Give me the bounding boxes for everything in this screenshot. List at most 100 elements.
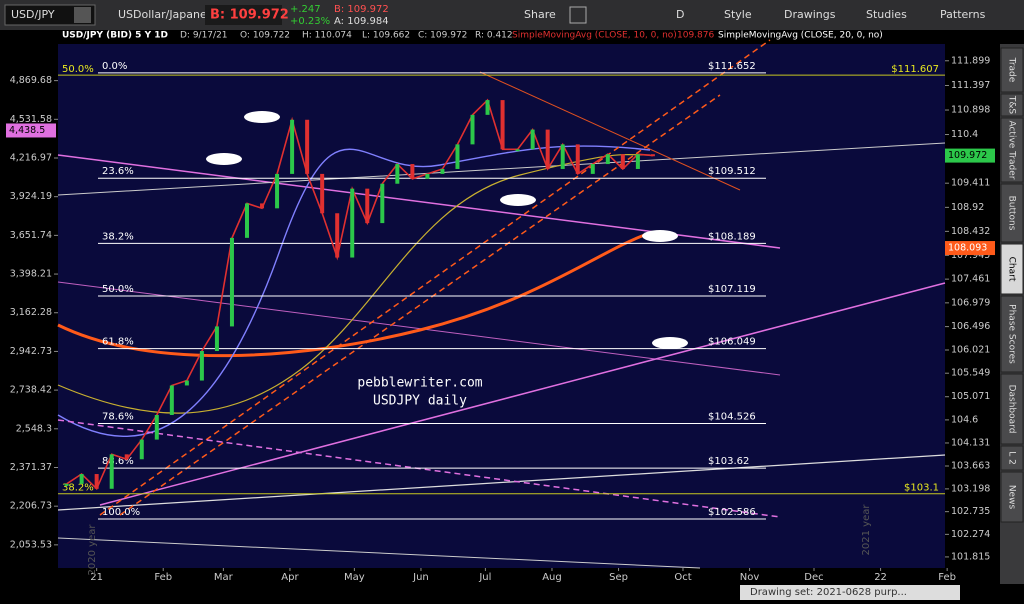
open: O: 109.722 [240,31,290,41]
sidebar-tab-label[interactable]: Dashboard [1007,385,1017,434]
drawings-button[interactable]: Drawings [784,8,836,21]
candle [169,385,174,415]
sidebar-tab[interactable] [1000,295,1024,373]
year-label: 2021 year [861,504,872,556]
fib-pct: 100.0% [102,507,140,518]
y-tick-label: 102.735 [951,506,990,517]
share-button[interactable]: Share [524,8,556,21]
y2-tick-label: 2,942.73 [10,346,52,357]
aggregation[interactable]: D [676,8,684,21]
y2-tick-label: 3,398.21 [10,269,52,280]
marker-ellipse [500,194,536,206]
y-tick-label: 110.4 [951,129,978,140]
dropdown[interactable] [74,7,91,23]
x-tick-label: Jul [478,572,491,583]
candle [64,483,69,486]
y2-marker: 4,438.5 [9,125,45,136]
candle [560,144,565,169]
candle [139,439,144,460]
fib-price: $109.512 [708,166,756,177]
date: D: 9/17/21 [180,31,228,41]
candle [410,164,415,179]
x-tick-label: May [344,572,365,583]
fib-pct: 88.6% [102,456,134,467]
high: H: 110.074 [302,31,352,41]
y2-tick-label: 2,738.42 [10,385,52,396]
current-price-box [945,148,995,163]
sma10-label: SimpleMovingAvg (CLOSE, 10, 0, no) [512,31,677,41]
x-tick-label: Oct [674,572,691,583]
candle [545,129,550,169]
candle [500,100,505,150]
x-tick-label: Aug [542,572,562,583]
style-button[interactable]: Style [724,8,752,21]
fib-price: $104.526 [708,412,756,423]
sidebar-tab[interactable] [1000,47,1024,93]
candle [635,154,640,169]
candle [109,454,114,489]
x-tick-label: Dec [804,572,823,583]
y2-tick-label: 2,053.53 [10,539,52,550]
sidebar-tab[interactable] [1000,93,1024,117]
sidebar-tab-label[interactable]: Trade [1007,57,1017,83]
sidebar-tab[interactable] [1000,445,1024,471]
change-pct: +0.23% [290,16,330,27]
y-tick-label: 106.496 [951,321,990,332]
sidebar-tab[interactable] [1000,373,1024,445]
sidebar-tab-label[interactable]: L 2 [1007,451,1017,465]
y2-marker-box [6,123,56,138]
candle [275,173,280,209]
studies-button[interactable]: Studies [866,8,907,21]
candle [425,173,430,179]
sidebar-tab-label[interactable]: Active Trader [1007,120,1017,179]
fib-price: $107.119 [708,284,756,295]
sidebar-tab[interactable] [1000,471,1024,523]
trend-line [479,71,741,191]
candle [229,237,234,327]
symbol[interactable]: USD/JPY [11,8,55,21]
y2-tick-label: 2,371.37 [10,462,52,473]
watermark: pebblewriter.com [357,376,482,391]
y2-tick-label: 2,548.3 [16,423,52,434]
bid-box-text: B: 109.972 [210,8,289,23]
trend-line [57,281,781,376]
candle [124,454,129,460]
icon[interactable] [569,6,587,24]
patterns-button[interactable]: Patterns [940,8,986,21]
sidebar-tab-label[interactable]: Chart [1007,257,1017,282]
symbol-box[interactable] [4,4,96,26]
sidebar-tab[interactable] [1000,183,1024,243]
sidebar-tab[interactable] [1000,243,1024,295]
x-tick-label: Feb [938,572,956,583]
y2-tick-label: 4,216.97 [10,152,52,163]
trend-line [57,454,946,511]
sidebar-tab[interactable] [1000,117,1024,183]
change: +.247 [290,4,321,15]
fib-pct: 38.2% [102,231,134,242]
candle [199,351,204,381]
level-pct: 38.2% [62,483,94,494]
y-tick-label: 107.461 [951,274,990,285]
fib-price: $103.62 [708,456,749,467]
bid-box [205,5,282,25]
y-tick-label: 110.898 [951,105,990,116]
candle [440,168,445,174]
candle [530,129,535,150]
fib-price: $111.652 [708,61,756,72]
candle [395,164,400,184]
chart-symbol: USD/JPY (BID) 5 Y 1D [62,31,168,41]
y-tick-label: 104.6 [951,414,978,425]
x-tick-label: 21 [90,572,103,583]
candle [365,188,370,224]
candle [320,173,325,214]
candle [575,144,580,174]
trend-line [57,145,651,438]
sidebar-tab-label[interactable]: Phase Scores [1007,304,1017,364]
level-pct: 50.0% [62,64,94,75]
trend-line [57,142,946,196]
sidebar-tab-label[interactable]: Buttons [1007,196,1017,231]
level-price: $111.607 [891,64,939,75]
sidebar-tab-label[interactable]: News [1007,485,1017,510]
sidebar-tab-label[interactable]: T&S [1007,95,1017,115]
candle [79,474,84,484]
